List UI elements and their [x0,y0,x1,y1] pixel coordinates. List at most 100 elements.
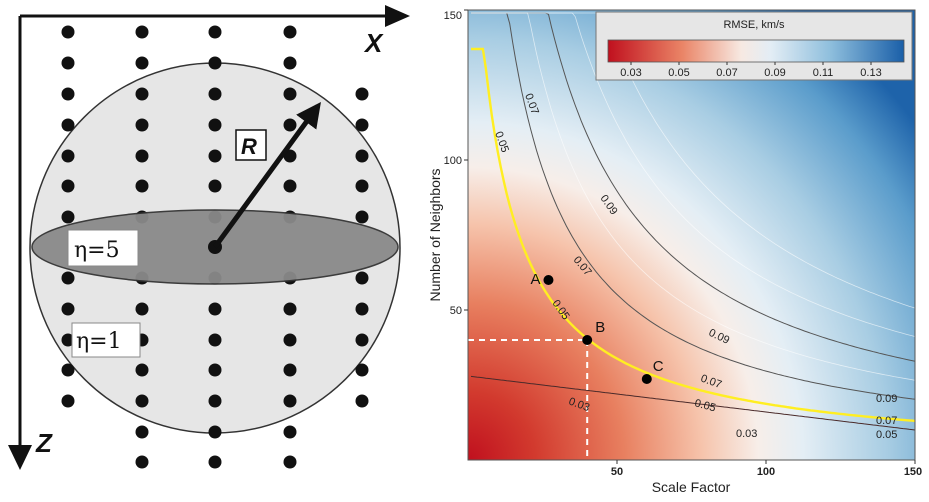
grid-point [208,302,222,316]
grid-point [61,149,75,163]
y-tick-label: 150 [444,10,462,22]
grid-point [283,394,297,408]
grid-point [355,118,369,132]
grid-point [208,118,222,132]
grid-point [283,363,297,377]
radius-label-box [235,129,267,161]
grid-point [283,87,297,101]
point-b [582,335,593,345]
grid-point [355,302,369,316]
grid-point [208,425,222,439]
y-tick-label: 100 [444,155,462,167]
z-axis-arrow-icon [8,445,32,470]
grid-point [283,455,297,469]
x-tick-label: 150 [904,466,922,478]
contour-label: 0.03 [736,428,757,440]
colorbar [607,39,905,63]
grid-point [208,87,222,101]
z-axis-label: Z [35,428,53,458]
x-tick-label: 100 [757,466,775,478]
colorbar-legend: RMSE, km/s 0.03 0.05 0.07 0.09 0.11 0.13 [595,11,913,81]
eta-inner-box [67,229,139,267]
grid-point [355,149,369,163]
sphere-diagram: X Z R η=5 η=1 [8,5,410,470]
y-tick-label: 50 [450,305,462,317]
grid-point [283,302,297,316]
grid-point [61,363,75,377]
grid-point [61,25,75,39]
grid-point [61,333,75,347]
contour-label: 0.07 [876,415,897,427]
grid-point [208,363,222,377]
grid-point [355,271,369,285]
grid-point [61,394,75,408]
grid-point [135,25,149,39]
grid-point [355,394,369,408]
grid-point [208,149,222,163]
contour-minor [471,12,915,309]
x-axis-arrow-icon [385,5,410,27]
grid-point [283,25,297,39]
grid-point [355,179,369,193]
contour-label: 0.09 [876,393,897,405]
plot-frame [467,9,916,461]
grid-point [61,87,75,101]
colorbar-tick-label: 0.05 [668,67,689,79]
contour-label: 0.05 [876,429,897,441]
grid-point [135,455,149,469]
grid-point [61,302,75,316]
colorbar-tick-label: 0.11 [813,67,834,79]
radius-label: R [241,134,257,159]
grid-point [61,210,75,224]
grid-point [283,179,297,193]
point-label-c: C [653,358,664,375]
colorbar-tick-label: 0.07 [716,67,737,79]
x-axis-title: Scale Factor [652,479,731,495]
grid-point [135,149,149,163]
grid-point [135,179,149,193]
point-label-b: B [595,319,605,336]
colorbar-ticks: 0.03 0.05 0.07 0.09 0.11 0.13 [620,62,882,79]
point-a [543,275,554,285]
grid-point [355,363,369,377]
grid-point [135,118,149,132]
point-c [641,374,652,384]
grid-point [61,56,75,70]
colorbar-tick-label: 0.09 [764,67,785,79]
x-axis-label: X [363,28,384,58]
grid-point [283,118,297,132]
grid-point [61,271,75,285]
contour-003 [470,375,915,431]
eta-inner-label: η=5 [74,238,120,263]
rmse-heatmap-chart: 0.070.050.090.070.050.090.070.050.03 0.09… [427,9,922,495]
contour-label: 0.05 [693,397,717,414]
grid-point [355,210,369,224]
grid-point [283,56,297,70]
radius-arrow [212,101,321,249]
grid-point [208,25,222,39]
grid-point [135,363,149,377]
contour-minor [471,12,915,381]
chart-axes: 50 100 150 50 100 150 [444,9,922,478]
grid-point [208,394,222,408]
point-label-a: A [530,271,540,288]
grid-point [283,333,297,347]
grid-point [135,394,149,408]
grid-point [135,87,149,101]
grid-point [208,333,222,347]
x-tick-label: 50 [611,466,623,478]
grid-point [135,425,149,439]
contour-005 [471,47,915,423]
colorbar-title: RMSE, km/s [723,19,785,31]
grid-point [283,425,297,439]
grid-point [208,56,222,70]
grid-point [208,179,222,193]
eta-outer-box [71,322,141,358]
grid-point [135,302,149,316]
grid-point [135,56,149,70]
grid-point [208,455,222,469]
colorbar-tick-label: 0.13 [860,67,881,79]
grid-point [61,118,75,132]
colorbar-tick-label: 0.03 [620,67,641,79]
eta-outer-label: η=1 [76,329,122,354]
